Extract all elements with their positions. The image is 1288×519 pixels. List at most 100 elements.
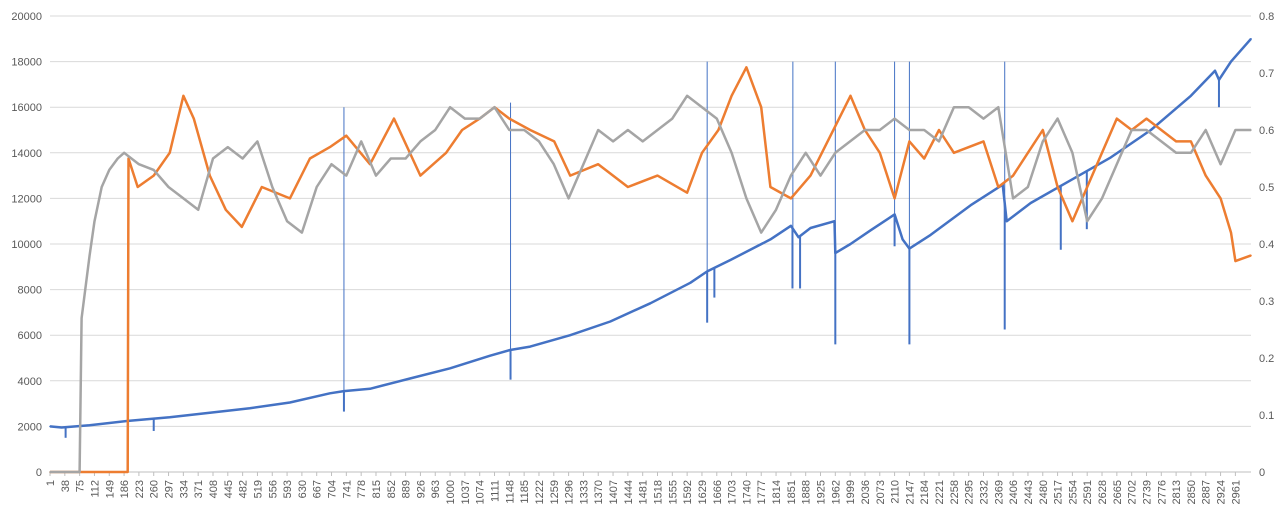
series-point — [241, 157, 244, 160]
series-point — [760, 106, 763, 108]
series-point — [168, 416, 171, 419]
series-point — [849, 140, 851, 143]
series-point — [1160, 129, 1163, 131]
series-point — [804, 152, 807, 154]
x-tick-label: 260 — [149, 480, 161, 498]
series-point — [938, 140, 940, 143]
series-point — [1056, 186, 1059, 188]
series-point — [1234, 260, 1237, 262]
series-point — [829, 134, 832, 137]
series-point — [769, 238, 772, 241]
x-tick-label: 1481 — [638, 480, 650, 504]
x-tick-label: 1185 — [519, 480, 531, 504]
x-tick-label: 2924 — [1216, 480, 1228, 504]
x-tick-label: 1814 — [771, 480, 783, 504]
x-tick-label: 2369 — [993, 480, 1005, 504]
x-tick-label: 1296 — [564, 480, 576, 504]
x-tick-label: 2665 — [1112, 480, 1124, 504]
series-point — [1204, 174, 1207, 177]
series-point — [908, 140, 911, 143]
series-point — [717, 129, 720, 131]
series-point — [908, 129, 911, 131]
series-point — [208, 411, 211, 414]
series-point — [1029, 202, 1032, 204]
series-point — [1110, 156, 1112, 159]
series-point — [449, 367, 451, 370]
series-point — [227, 146, 229, 148]
series-point — [597, 129, 600, 131]
x-tick-label: 1370 — [593, 480, 605, 504]
series-point — [627, 129, 629, 131]
series-point — [1214, 69, 1216, 72]
series-point — [289, 197, 291, 200]
series-point — [819, 174, 822, 177]
series-point — [197, 209, 199, 211]
series-point — [1027, 186, 1029, 188]
series-point — [760, 231, 763, 234]
x-tick-label: 1629 — [697, 480, 709, 504]
series-point — [1116, 163, 1118, 165]
series-point — [225, 209, 227, 211]
series-point — [982, 140, 985, 143]
series-point — [80, 317, 83, 319]
series-point — [489, 354, 491, 357]
series-point — [1175, 140, 1177, 143]
y-right-tick-label: 0.2 — [1259, 353, 1274, 365]
x-tick-label: 1333 — [578, 480, 590, 504]
series-point — [1069, 179, 1072, 181]
series-point — [1041, 140, 1044, 143]
series-point — [1190, 152, 1192, 154]
series-point — [1071, 152, 1074, 154]
series-point — [1204, 129, 1207, 131]
series-point — [893, 117, 896, 120]
x-tick-label: 593 — [282, 480, 294, 498]
series-point — [523, 129, 525, 131]
series-point — [529, 345, 531, 348]
series-point — [1190, 140, 1192, 143]
y-left-tick-label: 18000 — [11, 57, 42, 69]
series-point — [553, 140, 555, 143]
series-point — [360, 140, 362, 143]
series-point — [88, 254, 91, 257]
y-right-tick-label: 0.7 — [1259, 68, 1274, 80]
x-tick-label: 2295 — [964, 480, 976, 504]
series-point — [1190, 95, 1192, 97]
series-point — [775, 209, 777, 211]
y-left-tick-label: 8000 — [18, 285, 42, 297]
x-tick-label: 1518 — [653, 480, 665, 504]
series-point — [1234, 129, 1237, 131]
series-point — [1230, 60, 1232, 63]
x-tick-label: 667 — [312, 480, 324, 498]
series-point — [389, 157, 392, 160]
series-point — [864, 129, 866, 131]
x-tick-label: 889 — [401, 480, 413, 498]
y-left-tick-label: 20000 — [11, 11, 42, 23]
series-point — [345, 174, 348, 177]
series-point — [1219, 197, 1222, 200]
y-right-tick-label: 0.5 — [1259, 182, 1274, 194]
series-point — [136, 186, 139, 188]
series-point — [649, 302, 652, 305]
series-point — [923, 157, 926, 160]
x-tick-label: 2887 — [1201, 480, 1213, 504]
series-point — [404, 157, 407, 160]
series-point — [1218, 79, 1220, 81]
series-point — [128, 419, 131, 422]
series-point — [529, 129, 531, 131]
x-tick-label: 445 — [223, 480, 235, 498]
series-point — [168, 152, 171, 154]
y-left-tick-label: 10000 — [11, 239, 42, 251]
series-point — [343, 390, 345, 392]
x-tick-label: 1074 — [475, 480, 487, 504]
series-point — [1071, 220, 1074, 222]
x-tick-label: 2554 — [1067, 480, 1079, 504]
x-tick-label: 408 — [208, 480, 220, 498]
x-tick-label: 1407 — [608, 480, 620, 504]
series-point — [1150, 129, 1152, 131]
series-point — [745, 197, 748, 200]
series-point — [315, 186, 318, 188]
series-line — [50, 94, 1251, 474]
series-point — [997, 186, 1000, 188]
series-point — [192, 117, 195, 120]
series-point — [609, 320, 612, 323]
